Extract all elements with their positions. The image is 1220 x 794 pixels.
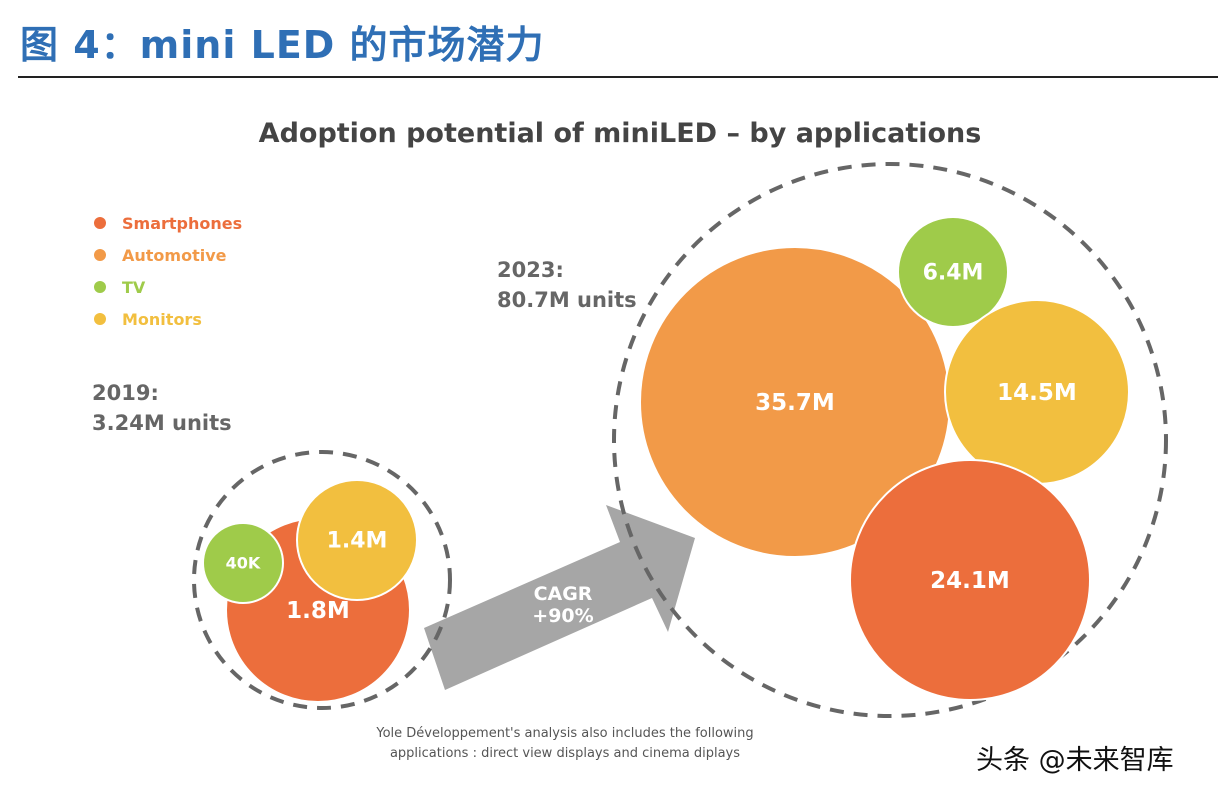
group-year: 2019: [92,381,159,405]
group-year: 2023: [497,258,564,282]
group-boundary [612,162,1168,718]
group-total: 3.24M units [92,411,232,435]
bubble-label: 24.1M [930,568,1010,594]
bubble-label: 1.8M [286,598,350,624]
legend-marker [94,313,106,325]
legend-label: Automotive [122,246,227,265]
cagr-arrow [424,505,695,690]
bubble-monitors [296,479,418,601]
bubble-tv [897,216,1009,328]
legend-label: TV [122,278,146,297]
footnote: applications : direct view displays and … [390,746,740,761]
title-rule [18,76,1218,78]
watermark: 头条 @未来智库 [976,745,1174,776]
chart-title: Adoption potential of miniLED – by appli… [259,118,982,149]
figure-title: 图 4：mini LED 的市场潜力 [20,23,545,67]
bubble-tv [202,522,284,604]
legend-marker [94,249,106,261]
bubble-label: 40K [226,554,261,573]
bubble-smartphones [849,459,1091,701]
group-total: 80.7M units [497,288,637,312]
bubble-label: 1.4M [327,529,388,554]
bubble-label: 6.4M [923,261,984,286]
legend-label: Smartphones [122,214,242,233]
legend-marker [94,217,106,229]
legend-label: Monitors [122,310,202,329]
bubble-label: 35.7M [755,390,835,416]
arrow-label: CAGR [534,583,593,605]
arrow-label: +90% [532,605,593,627]
footnote: Yole Développement's analysis also inclu… [375,726,753,741]
legend-marker [94,281,106,293]
bubble-label: 14.5M [997,380,1077,406]
group-boundary [192,450,452,710]
